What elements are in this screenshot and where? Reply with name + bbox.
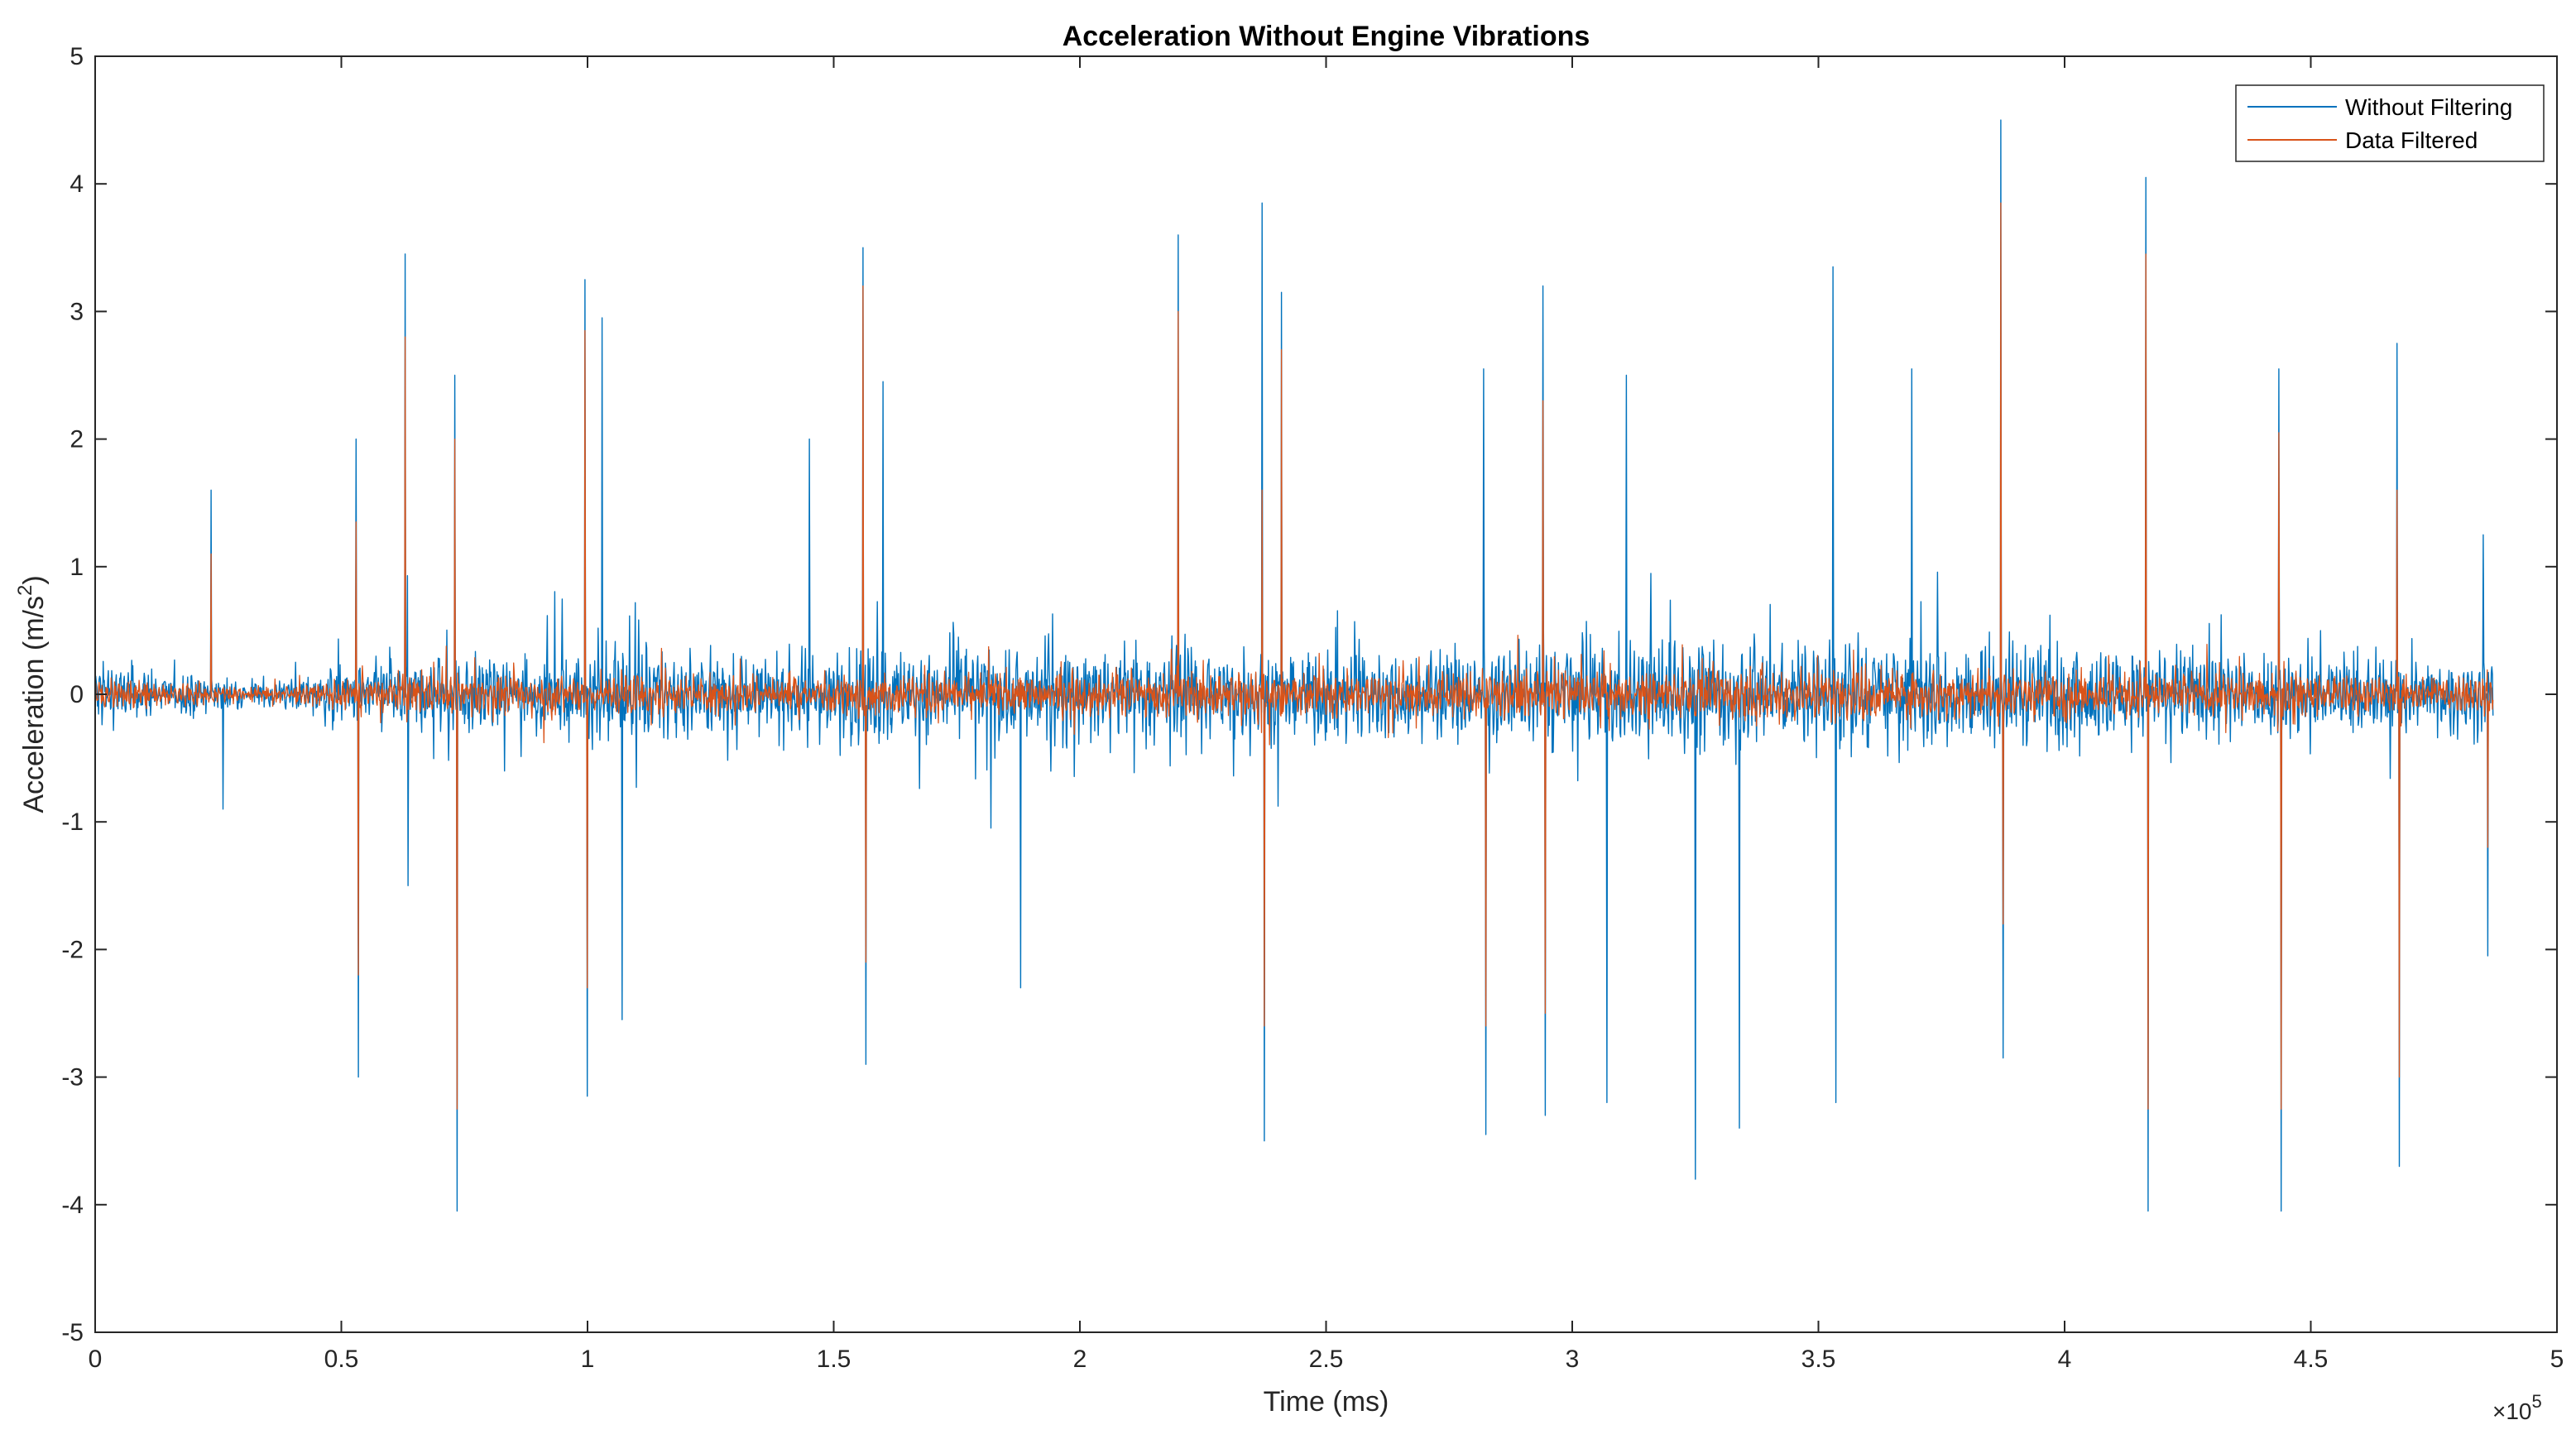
y-axis-label-main: Acceleration (m/s bbox=[18, 596, 50, 813]
x-tick-label: 3.5 bbox=[1801, 1346, 1836, 1373]
x-axis-exponent-power: 5 bbox=[2532, 1391, 2542, 1412]
x-tick-label: 2 bbox=[1073, 1346, 1087, 1373]
series-layer bbox=[94, 119, 2494, 1212]
x-tick-label: 4 bbox=[2058, 1346, 2072, 1373]
x-tick-label: 0.5 bbox=[324, 1346, 359, 1373]
x-tick-label: 3 bbox=[1566, 1346, 1580, 1373]
y-tick-label: 0 bbox=[70, 681, 84, 708]
y-tick-label: 2 bbox=[70, 426, 84, 453]
ticks-layer: 0 0.5 1 1.5 2 2.5 3 3.5 4 4.5 5 -5 -4 -3 -2 -1 0 1 2 3 4 5 bbox=[61, 43, 2564, 1373]
y-tick-label: 5 bbox=[70, 43, 84, 70]
y-tick-label: -2 bbox=[61, 936, 84, 963]
y-tick-label: 1 bbox=[70, 554, 84, 581]
y-tick-label: 4 bbox=[70, 170, 84, 198]
legend-label-without-filtering: Without Filtering bbox=[2345, 94, 2512, 120]
x-axis-label: Time (ms) bbox=[1264, 1386, 1389, 1418]
legend: Without Filtering Data Filtered bbox=[2235, 84, 2545, 162]
y-tick-label: -3 bbox=[61, 1064, 84, 1091]
y-tick-label: -1 bbox=[61, 808, 84, 836]
y-tick-label: 3 bbox=[70, 298, 84, 325]
x-tick-label: 0 bbox=[89, 1346, 103, 1373]
chart-title: Acceleration Without Engine Vibrations bbox=[1063, 21, 1590, 52]
y-tick-label: -4 bbox=[61, 1192, 84, 1219]
y-axis-label-superscript: 2 bbox=[14, 585, 36, 596]
x-axis-exponent: ×105 bbox=[2492, 1391, 2542, 1424]
x-tick-label: 4.5 bbox=[2294, 1346, 2329, 1373]
y-tick-label: -5 bbox=[61, 1319, 84, 1346]
x-tick-label: 2.5 bbox=[1309, 1346, 1344, 1373]
x-tick-label: 5 bbox=[2550, 1346, 2564, 1373]
series-line-data-filtered bbox=[94, 202, 2494, 1110]
legend-label-data-filtered: Data Filtered bbox=[2345, 127, 2478, 153]
x-axis-exponent-base: ×10 bbox=[2492, 1398, 2532, 1424]
y-axis-label-tail: ) bbox=[18, 575, 50, 584]
y-axis-label: Acceleration (m/s2) bbox=[14, 575, 50, 813]
x-tick-label: 1 bbox=[581, 1346, 595, 1373]
legend-box bbox=[2235, 84, 2545, 162]
x-tick-label: 1.5 bbox=[817, 1346, 851, 1373]
